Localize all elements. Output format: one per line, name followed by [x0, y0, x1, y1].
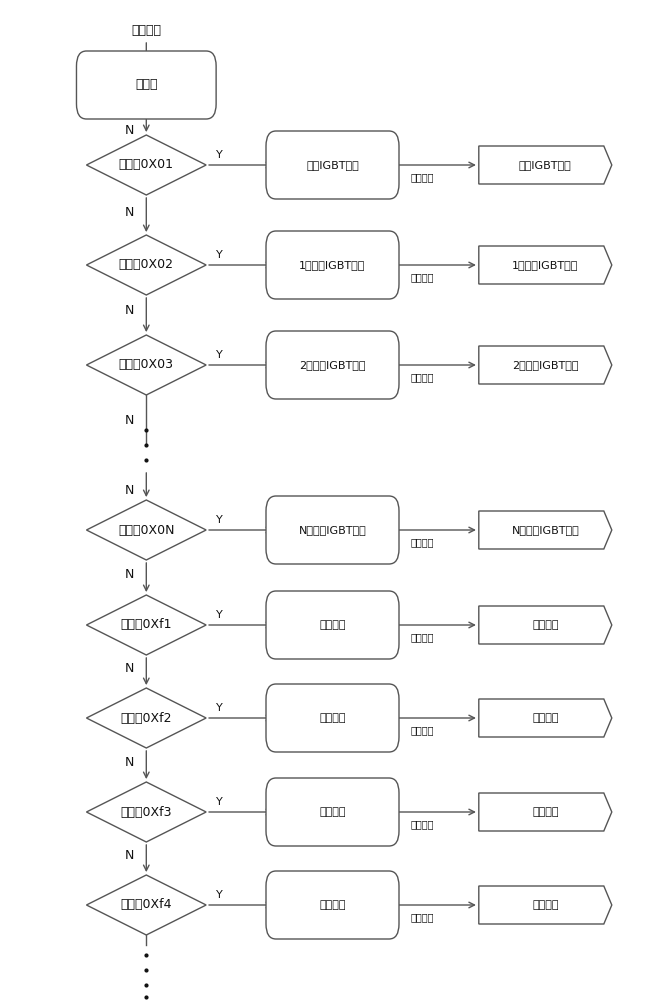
Text: Y: Y [216, 250, 223, 260]
Text: 是否为0X03: 是否为0X03 [119, 359, 174, 371]
Text: N: N [125, 484, 134, 496]
FancyBboxPatch shape [266, 684, 399, 752]
Polygon shape [479, 606, 612, 644]
FancyBboxPatch shape [266, 591, 399, 659]
Text: 是否为0X02: 是否为0X02 [119, 258, 174, 271]
Text: N: N [125, 206, 134, 219]
Text: N: N [125, 568, 134, 581]
Polygon shape [479, 346, 612, 384]
FancyBboxPatch shape [266, 871, 399, 939]
Text: Y: Y [216, 150, 223, 160]
Polygon shape [86, 500, 206, 560]
Polygon shape [479, 146, 612, 184]
Text: N号从机IGBT保护: N号从机IGBT保护 [299, 525, 366, 535]
Text: 主机IGBT保护: 主机IGBT保护 [306, 160, 359, 170]
FancyBboxPatch shape [266, 331, 399, 399]
Polygon shape [86, 875, 206, 935]
Text: 是否为0Xf3: 是否为0Xf3 [120, 806, 172, 818]
Polygon shape [86, 782, 206, 842]
FancyBboxPatch shape [266, 231, 399, 299]
Text: 是否为0Xf2: 是否为0Xf2 [120, 712, 172, 724]
Text: 1号从机IGBT保护: 1号从机IGBT保护 [299, 260, 366, 270]
Text: N: N [125, 849, 134, 862]
Polygon shape [86, 335, 206, 395]
Text: 2号从机IGBT保护: 2号从机IGBT保护 [512, 360, 579, 370]
Polygon shape [479, 246, 612, 284]
Text: Y: Y [216, 610, 223, 620]
Text: 液晶显示: 液晶显示 [410, 537, 434, 547]
Text: 缺相保护: 缺相保护 [319, 807, 346, 817]
Text: 液晶显示: 液晶显示 [410, 912, 434, 922]
Text: 过流保护: 过流保护 [532, 620, 559, 630]
Text: 主机IGBT保护: 主机IGBT保护 [519, 160, 572, 170]
Text: N: N [125, 662, 134, 675]
Text: N: N [125, 414, 134, 426]
Text: 放电保护: 放电保护 [319, 900, 346, 910]
Text: 保护字: 保护字 [135, 79, 158, 92]
Polygon shape [479, 886, 612, 924]
Polygon shape [479, 511, 612, 549]
Text: Y: Y [216, 703, 223, 713]
Text: Y: Y [216, 890, 223, 900]
FancyBboxPatch shape [266, 131, 399, 199]
Polygon shape [86, 595, 206, 655]
Text: 液晶显示: 液晶显示 [410, 172, 434, 182]
Text: 过压保护: 过压保护 [319, 713, 346, 723]
Text: 是否为0Xf4: 是否为0Xf4 [120, 898, 172, 912]
Text: Y: Y [216, 515, 223, 525]
Text: 1号从机IGBT保护: 1号从机IGBT保护 [512, 260, 579, 270]
Polygon shape [86, 688, 206, 748]
Text: 缺相保护: 缺相保护 [532, 807, 559, 817]
Text: 是否为0Xf1: 是否为0Xf1 [120, 618, 172, 632]
Text: 2号从机IGBT保护: 2号从机IGBT保护 [299, 360, 366, 370]
Text: N: N [125, 304, 134, 316]
Text: N: N [125, 756, 134, 768]
Text: 是否为0X01: 是否为0X01 [119, 158, 174, 172]
Polygon shape [479, 699, 612, 737]
Text: 过压保护: 过压保护 [532, 713, 559, 723]
Text: 中断信号: 中断信号 [131, 23, 162, 36]
Text: 液晶显示: 液晶显示 [410, 632, 434, 642]
FancyBboxPatch shape [76, 51, 216, 119]
FancyBboxPatch shape [266, 496, 399, 564]
Text: 过流保护: 过流保护 [319, 620, 346, 630]
Text: N: N [125, 123, 134, 136]
Polygon shape [86, 235, 206, 295]
Text: 液晶显示: 液晶显示 [410, 272, 434, 282]
Text: 是否为0X0N: 是否为0X0N [118, 524, 174, 536]
Text: 液晶显示: 液晶显示 [410, 819, 434, 829]
Text: 放电保护: 放电保护 [532, 900, 559, 910]
Text: N号从机IGBT保护: N号从机IGBT保护 [511, 525, 579, 535]
Text: Y: Y [216, 350, 223, 360]
FancyBboxPatch shape [266, 778, 399, 846]
Polygon shape [86, 135, 206, 195]
Text: 液晶显示: 液晶显示 [410, 725, 434, 735]
Polygon shape [479, 793, 612, 831]
Text: Y: Y [216, 797, 223, 807]
Text: 液晶显示: 液晶显示 [410, 372, 434, 382]
